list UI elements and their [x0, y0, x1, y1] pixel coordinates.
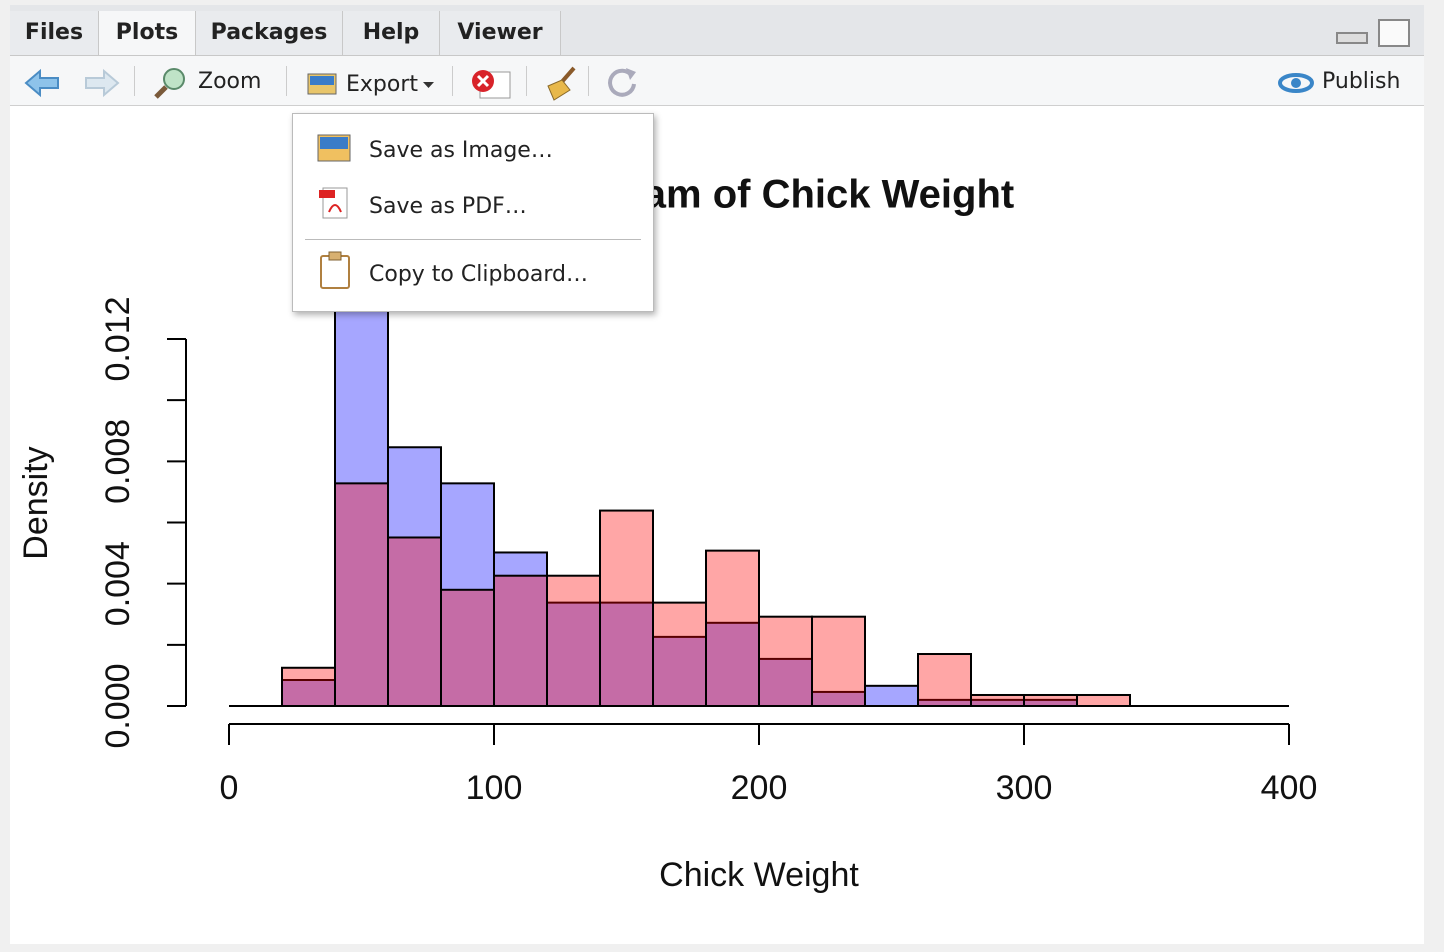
publish-button[interactable]: Publish	[1322, 69, 1401, 94]
x-tick-label: 100	[466, 769, 523, 807]
menu-item[interactable]: Copy to Clipboard…	[369, 262, 588, 287]
histogram-bar	[970, 693, 1025, 707]
tab-bar: Files Plots Packages Help Viewer	[10, 5, 1424, 56]
export-menu: Save as Image… Save as PDF… Copy to Clip…	[292, 113, 654, 312]
tab[interactable]: Files	[10, 11, 99, 55]
zoom-icon[interactable]	[152, 66, 188, 100]
histogram-bar	[334, 482, 389, 707]
refresh-button[interactable]	[604, 64, 640, 100]
histogram-bar	[1076, 693, 1131, 707]
dropdown-arrow	[423, 82, 434, 88]
histogram-bar	[652, 635, 707, 707]
toolbar: Zoom Export Publish	[10, 56, 1424, 106]
histogram-bar	[758, 657, 813, 708]
histogram-bar	[440, 588, 495, 707]
back-button[interactable]	[24, 68, 64, 98]
publish-icon[interactable]	[1276, 70, 1316, 96]
y-tick-label: 0.000	[99, 663, 137, 748]
y-axis-label: Density	[17, 446, 55, 559]
export-button[interactable]: Export	[346, 72, 419, 97]
x-axis-label: Chick Weight	[659, 856, 859, 894]
histogram-bar	[387, 536, 442, 707]
tab[interactable]: Viewer	[440, 11, 561, 55]
plot-area	[10, 106, 1424, 944]
pdf-icon	[319, 187, 348, 219]
y-tick-label: 0.012	[99, 296, 137, 381]
tab[interactable]: Help	[343, 11, 440, 55]
histogram-bar	[705, 549, 760, 707]
x-tick-label: 200	[731, 769, 788, 807]
histogram-bar	[864, 684, 919, 708]
clear-all-button[interactable]	[540, 64, 580, 102]
x-tick-label: 0	[220, 769, 239, 807]
x-tick-label: 300	[996, 769, 1053, 807]
histogram-bar	[493, 574, 548, 708]
maximize-button[interactable]	[1378, 19, 1410, 47]
histogram-bar	[917, 653, 972, 708]
histogram-bar	[599, 509, 654, 708]
histogram-bar	[334, 292, 389, 707]
x-tick-label: 400	[1261, 769, 1318, 807]
menu-item[interactable]: Save as Image…	[369, 138, 553, 163]
tab[interactable]: Plots	[99, 11, 196, 55]
image-icon	[317, 134, 351, 162]
tab[interactable]: Packages	[196, 11, 343, 55]
y-tick-label: 0.008	[99, 419, 137, 504]
histogram-bar	[281, 666, 336, 707]
histogram-bar	[758, 615, 813, 707]
forward-button[interactable]	[84, 68, 124, 98]
zoom-button[interactable]: Zoom	[198, 69, 262, 94]
remove-plot-button[interactable]	[468, 66, 514, 100]
clipboard-icon	[320, 251, 350, 289]
histogram-bar	[599, 601, 654, 708]
histogram-bar	[546, 574, 601, 708]
menu-item[interactable]: Save as PDF…	[369, 194, 527, 219]
histogram-bar	[1023, 693, 1078, 707]
export-icon[interactable]	[304, 70, 340, 98]
histogram-bar	[652, 601, 707, 708]
minimize-button[interactable]	[1336, 32, 1368, 44]
histogram-bar	[811, 615, 866, 707]
y-tick-label: 0.004	[99, 541, 137, 626]
